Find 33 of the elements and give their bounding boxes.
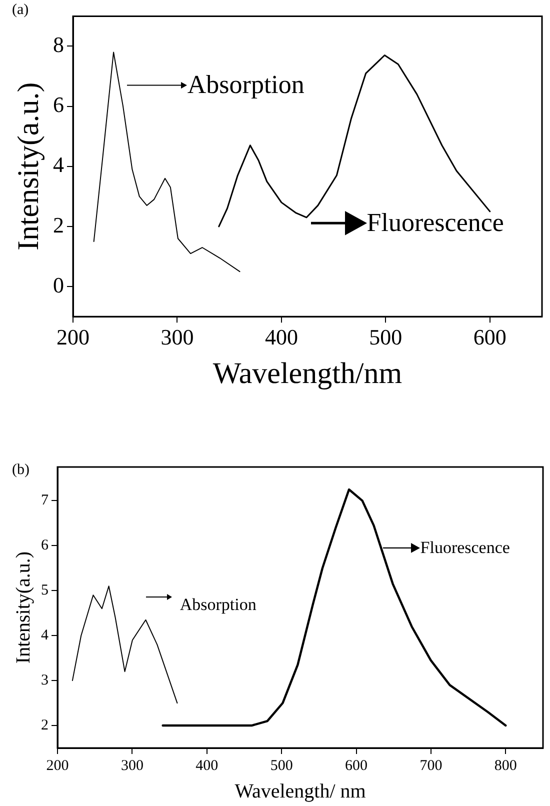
x-tick-label: 300	[120, 758, 144, 774]
x-tick-label: 200	[56, 324, 90, 350]
x-tick-label: 700	[420, 758, 442, 774]
annotation: Absorption	[187, 70, 304, 100]
x-tick-label: 600	[345, 758, 368, 774]
y-tick-label: 4	[41, 628, 49, 644]
x-tick-label: 300	[160, 324, 194, 350]
y-tick-label: 6	[53, 92, 64, 118]
y-tick-label: 4	[53, 152, 64, 178]
x-tick-label: 500	[369, 324, 402, 350]
chart-title: (a)	[12, 2, 29, 19]
x-axis-title: Wavelength/ nm	[234, 780, 366, 802]
x-tick-label: 200	[46, 758, 69, 774]
y-tick-label: 6	[41, 538, 49, 554]
x-tick-label: 500	[270, 758, 293, 774]
chart-title: (b)	[12, 462, 30, 479]
x-tick-label: 600	[473, 324, 506, 350]
y-tick-label: 5	[41, 582, 48, 599]
y-axis-title: Intensity(a.u.)	[12, 82, 45, 251]
x-tick-label: 400	[196, 758, 218, 774]
y-axis-title: Intensity(a.u.)	[12, 551, 34, 664]
annotation: Fluorescence	[366, 208, 504, 238]
annotation: Absorption	[180, 594, 256, 614]
y-tick-label: 2	[53, 212, 64, 238]
x-tick-label: 800	[494, 758, 517, 774]
x-tick-label: 400	[264, 324, 298, 350]
y-tick-label: 8	[53, 32, 64, 58]
y-tick-label: 0	[53, 272, 64, 298]
annotation: Fluorescence	[420, 538, 510, 558]
y-tick-label: 2	[41, 717, 48, 734]
y-tick-label: 3	[41, 672, 48, 688]
x-axis-title: Wavelength/nm	[212, 356, 402, 390]
y-tick-label: 7	[41, 492, 49, 509]
